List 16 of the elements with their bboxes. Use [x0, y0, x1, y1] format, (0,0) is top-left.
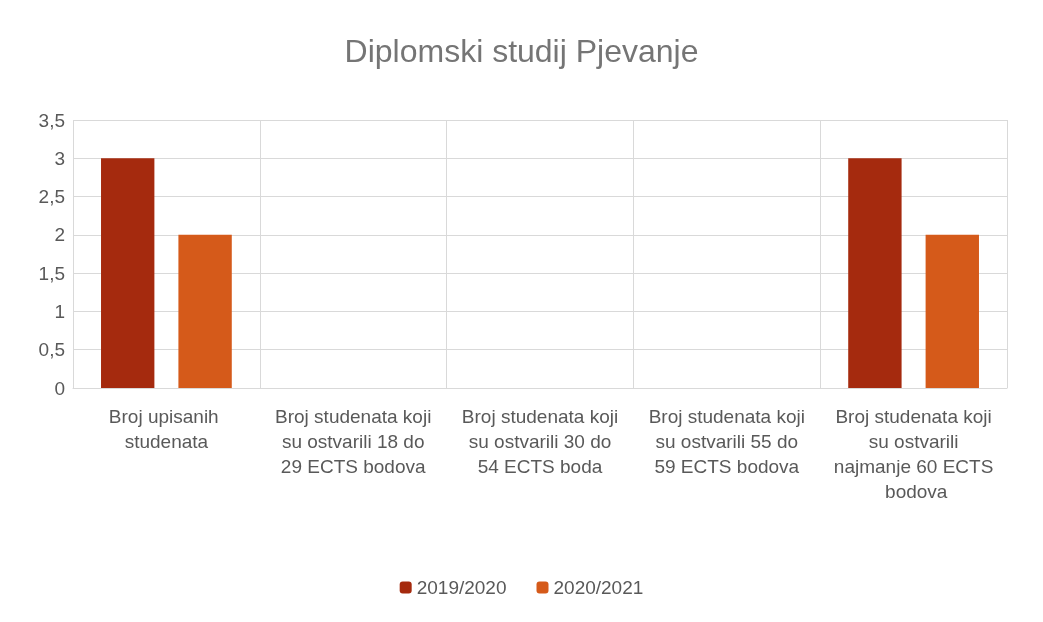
y-tick-label: 0	[54, 377, 65, 399]
y-tick-label: 0,5	[38, 339, 65, 361]
x-tick-label: Broj studenata koji su ostvarili 55 do 59 ECTS bodova	[648, 406, 805, 477]
y-tick-label: 3	[54, 147, 65, 169]
x-tick-label: Broj studenata koji su ostvarili 30 do 54 ECTS boda	[461, 406, 619, 477]
x-tick-label: Broj studenata koji su ostvarili najmanje 60 ECTS bodova	[833, 406, 994, 502]
y-tick-label: 1,5	[38, 262, 65, 284]
y-tick-label: 2,5	[38, 186, 65, 208]
legend-label: 2020/2021	[553, 577, 644, 598]
y-tick-label: 1	[54, 300, 65, 322]
x-tick-label: Broj upisanih studenata	[108, 406, 224, 452]
chart-title: Diplomski studij Pjevanje	[344, 33, 699, 69]
y-tick-label: 3,5	[38, 109, 65, 131]
y-tick-label: 2	[54, 224, 65, 246]
x-tick-label: Broj studenata koji su ostvarili 18 do 29 ECTS bodova	[275, 406, 432, 477]
legend-label: 2019/2020	[416, 577, 507, 598]
